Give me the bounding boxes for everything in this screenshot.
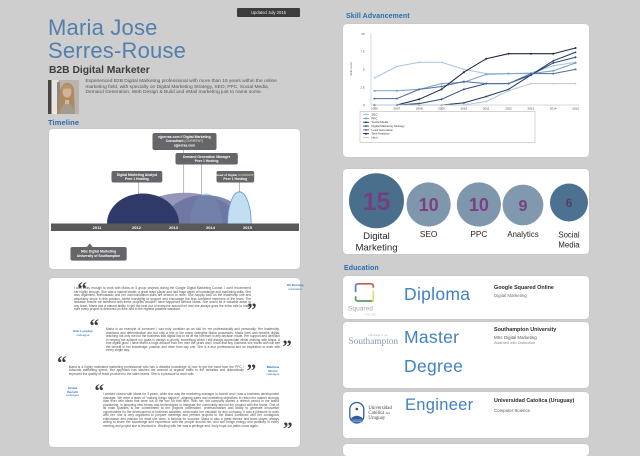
svg-text:15: 15 [363, 188, 391, 216]
svg-text:2010: 2010 [461, 106, 468, 110]
svg-text:Digital: Digital [363, 231, 390, 242]
svg-text:Analytics: Analytics [507, 230, 538, 239]
svg-text:2012: 2012 [132, 225, 142, 230]
svg-text:njperras.com // Digital Market: njperras.com // Digital Marketing [158, 135, 210, 139]
svg-text:Lead Generation: Lead Generation [372, 127, 394, 131]
svg-text:2013: 2013 [528, 106, 535, 110]
svg-text:9: 9 [519, 198, 528, 215]
svg-text:Social Media: Social Media [372, 120, 389, 124]
svg-text:5: 5 [363, 67, 365, 71]
svg-text:2014: 2014 [550, 106, 557, 110]
svg-text:Peer 1 Hosting: Peer 1 Hosting [125, 177, 149, 181]
svg-text:2013: 2013 [169, 225, 179, 230]
svg-text:Html: Html [372, 135, 378, 139]
svg-text:7.5: 7.5 [360, 49, 365, 53]
svg-text:0: 0 [363, 103, 365, 107]
svg-text:2008: 2008 [416, 106, 423, 110]
svg-text:Universidad: Universidad [368, 406, 392, 411]
svg-text:Peer 1 Hosting: Peer 1 Hosting [195, 159, 219, 163]
svg-text:10: 10 [419, 195, 439, 215]
svg-text:2.5: 2.5 [360, 85, 365, 89]
svg-text:SEO: SEO [420, 229, 438, 239]
svg-text:MSc Digital Marketing: MSc Digital Marketing [81, 250, 116, 254]
svg-text:Media: Media [558, 241, 580, 250]
svg-text:Skill Level: Skill Level [349, 61, 353, 75]
svg-text:Social: Social [558, 231, 580, 240]
svg-text:Consultant (CURRENT): Consultant (CURRENT) [166, 139, 204, 143]
svg-text:Digital Marketing Analyst: Digital Marketing Analyst [117, 173, 158, 177]
svg-text:6: 6 [566, 196, 573, 210]
svg-text:2014: 2014 [206, 225, 216, 230]
svg-text:Marketing: Marketing [355, 243, 397, 254]
svg-text:2006: 2006 [371, 106, 378, 110]
svg-text:SEO: SEO [372, 112, 379, 116]
svg-text:2015: 2015 [572, 106, 579, 110]
svg-text:Católica del: Católica del [368, 411, 389, 416]
svg-text:2015: 2015 [243, 225, 253, 230]
svg-text:PPC: PPC [470, 229, 487, 239]
svg-text:10: 10 [361, 31, 365, 35]
svg-text:University of Southampton: University of Southampton [77, 254, 120, 258]
svg-text:2009: 2009 [438, 106, 445, 110]
svg-text:Web Analytics: Web Analytics [372, 131, 391, 135]
svg-text:PPC: PPC [372, 116, 378, 120]
svg-text:Squared: Squared [348, 306, 373, 313]
svg-text:njperras.com: njperras.com [174, 144, 195, 148]
svg-text:2011: 2011 [93, 225, 102, 230]
svg-text:2007: 2007 [393, 106, 400, 110]
svg-text:Uruguay: Uruguay [368, 416, 385, 421]
svg-text:Demand Generation Manager: Demand Generation Manager [183, 155, 231, 159]
svg-text:Peer 1 Hosting: Peer 1 Hosting [223, 177, 247, 181]
svg-text:ONLINE: ONLINE [365, 313, 377, 317]
svg-text:2011: 2011 [483, 106, 490, 110]
svg-text:2012: 2012 [505, 106, 512, 110]
svg-text:Head of Digital (CURRENT): Head of Digital (CURRENT) [216, 173, 255, 177]
svg-text:10: 10 [469, 195, 489, 215]
svg-text:Digital Marketing Strategy: Digital Marketing Strategy [372, 124, 406, 128]
